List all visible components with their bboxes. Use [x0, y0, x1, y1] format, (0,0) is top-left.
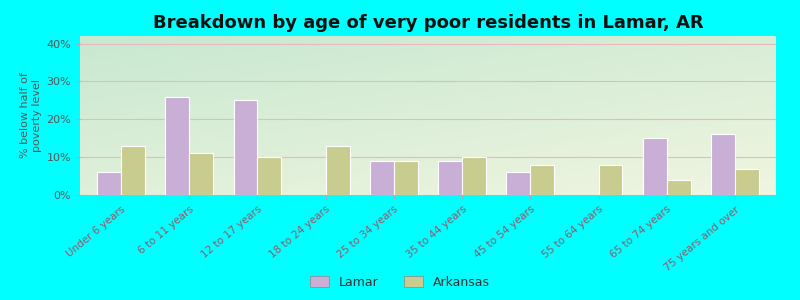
Bar	[667, 180, 690, 195]
Bar	[530, 165, 554, 195]
Bar	[234, 100, 258, 195]
Title: Breakdown by age of very poor residents in Lamar, AR: Breakdown by age of very poor residents …	[153, 14, 703, 32]
Bar	[506, 172, 530, 195]
Bar	[462, 157, 486, 195]
Legend: Lamar, Arkansas: Lamar, Arkansas	[306, 271, 494, 294]
Bar	[258, 157, 282, 195]
Bar	[643, 138, 667, 195]
Bar	[370, 161, 394, 195]
Bar	[711, 134, 735, 195]
Bar	[189, 153, 213, 195]
Bar	[735, 169, 759, 195]
Bar	[598, 165, 622, 195]
Bar	[97, 172, 121, 195]
Bar	[394, 161, 418, 195]
Bar	[166, 97, 189, 195]
Bar	[326, 146, 350, 195]
Bar	[438, 161, 462, 195]
Y-axis label: % below half of
poverty level: % below half of poverty level	[21, 73, 42, 158]
Bar	[121, 146, 145, 195]
